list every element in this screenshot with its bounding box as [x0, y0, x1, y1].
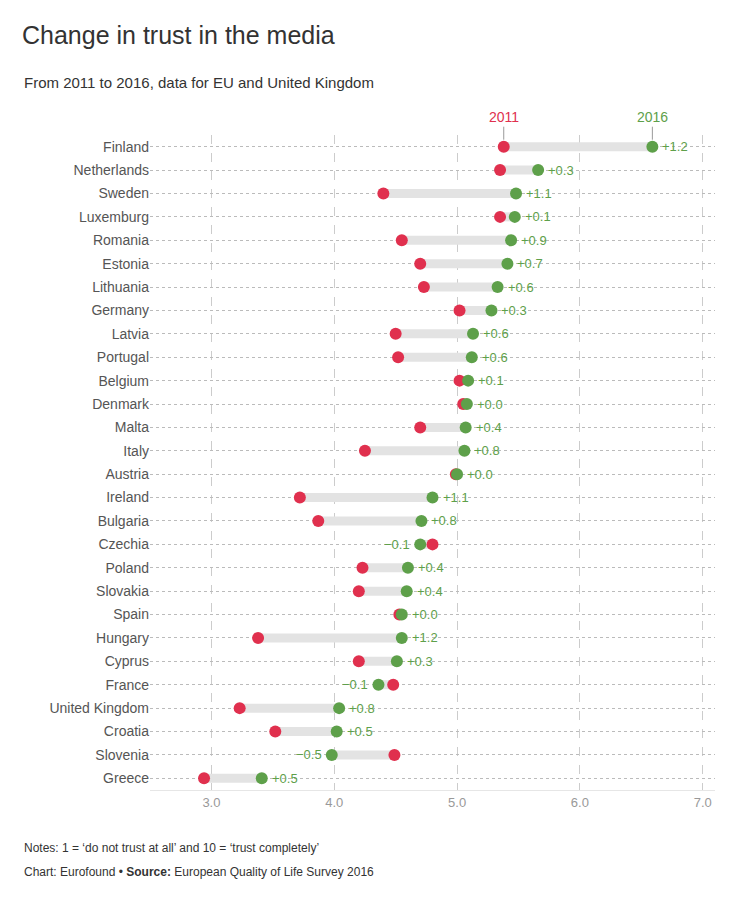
svg-text:Latvia: Latvia: [112, 326, 150, 342]
svg-text:+0.4: +0.4: [417, 584, 443, 599]
svg-text:+0.8: +0.8: [431, 513, 457, 528]
svg-text:Chart: Eurofound • Source: Eur: Chart: Eurofound • Source: European Qual…: [24, 865, 374, 879]
svg-text:Poland: Poland: [105, 560, 149, 576]
svg-text:+0.6: +0.6: [483, 326, 509, 341]
svg-text:+0.8: +0.8: [474, 443, 500, 458]
svg-text:Slovakia: Slovakia: [96, 583, 149, 599]
svg-text:+0.6: +0.6: [508, 280, 534, 295]
svg-text:Ireland: Ireland: [106, 489, 149, 505]
svg-text:Malta: Malta: [115, 419, 149, 435]
svg-text:From 2011 to 2016, data for EU: From 2011 to 2016, data for EU and Unite…: [24, 74, 374, 91]
svg-text:Netherlands: Netherlands: [74, 162, 150, 178]
svg-text:+0.7: +0.7: [517, 256, 543, 271]
svg-text:Italy: Italy: [123, 443, 149, 459]
svg-text:United Kingdom: United Kingdom: [49, 700, 149, 716]
svg-text:4.0: 4.0: [325, 795, 343, 810]
svg-text:+0.8: +0.8: [349, 701, 375, 716]
svg-text:Notes: 1 = ‘do not trust at al: Notes: 1 = ‘do not trust at all’ and 10 …: [24, 841, 319, 855]
svg-text:Luxemburg: Luxemburg: [79, 209, 149, 225]
svg-text:Germany: Germany: [91, 302, 149, 318]
svg-text:2011: 2011: [489, 109, 519, 125]
svg-text:+0.5: +0.5: [272, 771, 298, 786]
svg-text:Romania: Romania: [93, 232, 149, 248]
svg-text:+0.0: +0.0: [477, 397, 503, 412]
svg-text:+0.3: +0.3: [407, 654, 433, 669]
svg-text:+0.1: +0.1: [525, 209, 551, 224]
svg-text:Denmark: Denmark: [92, 396, 150, 412]
svg-text:Finland: Finland: [103, 139, 149, 155]
svg-text:Bulgaria: Bulgaria: [98, 513, 150, 529]
svg-text:+0.0: +0.0: [467, 467, 493, 482]
svg-text:Croatia: Croatia: [104, 723, 149, 739]
svg-text:−0.1: −0.1: [342, 677, 368, 692]
svg-text:+0.3: +0.3: [548, 163, 574, 178]
svg-text:Slovenia: Slovenia: [95, 747, 149, 763]
svg-text:3.0: 3.0: [202, 795, 220, 810]
svg-text:+0.0: +0.0: [412, 607, 438, 622]
svg-text:−0.1: −0.1: [384, 537, 410, 552]
svg-text:Sweden: Sweden: [98, 185, 149, 201]
svg-text:Greece: Greece: [103, 770, 149, 786]
svg-text:6.0: 6.0: [571, 795, 589, 810]
svg-text:+0.9: +0.9: [521, 233, 547, 248]
svg-text:France: France: [105, 677, 149, 693]
svg-text:+0.3: +0.3: [501, 303, 527, 318]
svg-text:−0.5: −0.5: [296, 747, 322, 762]
svg-text:+1.2: +1.2: [662, 139, 688, 154]
svg-text:+1.1: +1.1: [443, 490, 469, 505]
svg-text:+1.1: +1.1: [526, 186, 552, 201]
svg-text:+0.5: +0.5: [347, 724, 373, 739]
svg-text:Czechia: Czechia: [98, 536, 149, 552]
svg-text:Change in trust in the media: Change in trust in the media: [22, 21, 335, 49]
svg-text:Spain: Spain: [113, 606, 149, 622]
svg-text:2016: 2016: [637, 109, 668, 125]
svg-text:Belgium: Belgium: [98, 373, 149, 389]
svg-text:Portugal: Portugal: [97, 349, 149, 365]
svg-text:+0.4: +0.4: [476, 420, 502, 435]
svg-text:Estonia: Estonia: [102, 256, 149, 272]
svg-text:Hungary: Hungary: [96, 630, 149, 646]
svg-text:+0.6: +0.6: [482, 350, 508, 365]
svg-text:+0.4: +0.4: [418, 560, 444, 575]
svg-text:Lithuania: Lithuania: [92, 279, 149, 295]
svg-text:Austria: Austria: [105, 466, 149, 482]
svg-text:5.0: 5.0: [448, 795, 466, 810]
svg-text:7.0: 7.0: [694, 795, 712, 810]
svg-text:+1.2: +1.2: [412, 630, 438, 645]
svg-text:+0.1: +0.1: [478, 373, 504, 388]
svg-text:Cyprus: Cyprus: [105, 653, 149, 669]
